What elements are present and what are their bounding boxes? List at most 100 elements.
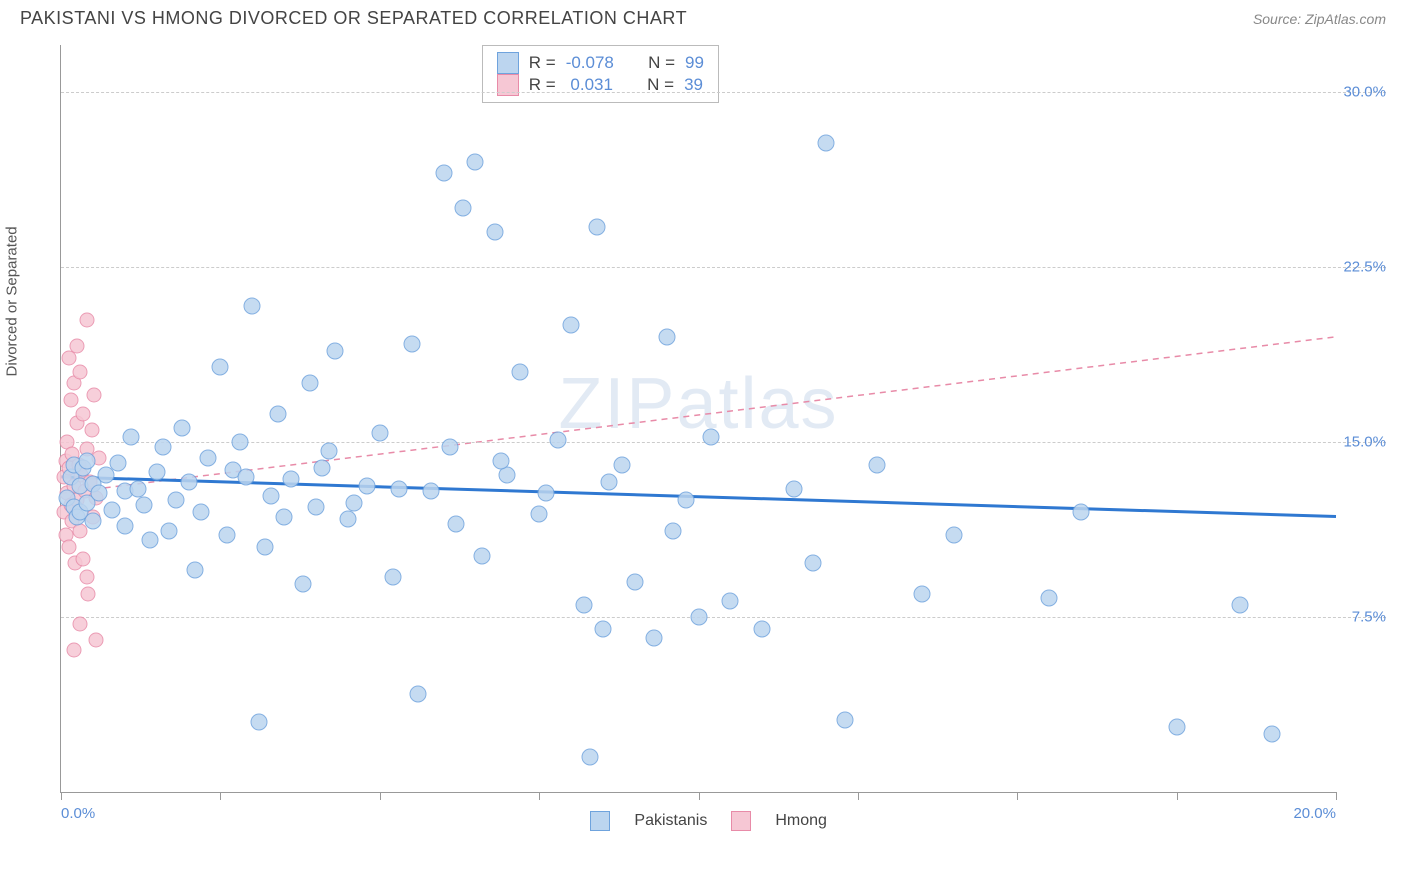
scatter-point-pakistanis	[308, 499, 325, 516]
scatter-point-pakistanis	[295, 576, 312, 593]
scatter-point-pakistanis	[512, 363, 529, 380]
plot-area: ZIPatlas R = -0.078 N = 99 R = 0.031 N =…	[60, 45, 1336, 793]
legend-label-hmong: Hmong	[775, 812, 827, 830]
xtick-label: 20.0%	[1293, 805, 1336, 822]
scatter-point-pakistanis	[244, 298, 261, 315]
scatter-point-pakistanis	[575, 597, 592, 614]
scatter-point-pakistanis	[550, 431, 567, 448]
scatter-point-pakistanis	[155, 438, 172, 455]
scatter-point-pakistanis	[422, 482, 439, 499]
scatter-point-pakistanis	[384, 569, 401, 586]
scatter-point-pakistanis	[390, 480, 407, 497]
scatter-point-pakistanis	[531, 506, 548, 523]
scatter-point-pakistanis	[167, 492, 184, 509]
scatter-point-pakistanis	[473, 548, 490, 565]
scatter-point-hmong	[76, 406, 91, 421]
scatter-point-pakistanis	[327, 342, 344, 359]
scatter-point-pakistanis	[263, 487, 280, 504]
xtick	[539, 792, 540, 800]
scatter-point-pakistanis	[594, 620, 611, 637]
trend-line-hmong	[61, 337, 1336, 493]
scatter-point-pakistanis	[142, 531, 159, 548]
scatter-point-pakistanis	[257, 538, 274, 555]
xtick	[699, 792, 700, 800]
scatter-point-pakistanis	[537, 485, 554, 502]
scatter-point-pakistanis	[467, 153, 484, 170]
legend-swatch-pakistanis	[590, 811, 610, 831]
scatter-point-pakistanis	[869, 457, 886, 474]
scatter-point-pakistanis	[410, 685, 427, 702]
gridline-h	[61, 617, 1386, 618]
scatter-point-pakistanis	[754, 620, 771, 637]
scatter-point-pakistanis	[563, 317, 580, 334]
scatter-point-pakistanis	[110, 454, 127, 471]
swatch-pakistanis	[497, 52, 519, 74]
scatter-point-pakistanis	[161, 522, 178, 539]
xtick	[858, 792, 859, 800]
scatter-point-pakistanis	[454, 200, 471, 217]
scatter-point-pakistanis	[371, 424, 388, 441]
scatter-point-pakistanis	[218, 527, 235, 544]
scatter-point-hmong	[76, 551, 91, 566]
source-value: ZipAtlas.com	[1305, 11, 1386, 27]
scatter-point-pakistanis	[403, 335, 420, 352]
scatter-point-pakistanis	[588, 219, 605, 236]
scatter-point-pakistanis	[492, 452, 509, 469]
scatter-point-pakistanis	[601, 473, 618, 490]
scatter-point-pakistanis	[448, 515, 465, 532]
trend-line-pakistanis	[61, 477, 1336, 517]
scatter-point-hmong	[79, 313, 94, 328]
legend-swatch-hmong	[731, 811, 751, 831]
scatter-point-pakistanis	[722, 592, 739, 609]
watermark-bold: ZIP	[558, 364, 676, 444]
n-value-pakistanis: 99	[685, 53, 704, 73]
scatter-point-pakistanis	[1073, 503, 1090, 520]
scatter-point-hmong	[63, 392, 78, 407]
ytick-label: 22.5%	[1337, 258, 1386, 275]
scatter-point-pakistanis	[677, 492, 694, 509]
scatter-point-pakistanis	[339, 510, 356, 527]
scatter-point-hmong	[89, 633, 104, 648]
xtick	[1017, 792, 1018, 800]
scatter-point-pakistanis	[193, 503, 210, 520]
gridline-h	[61, 442, 1386, 443]
chart-header: PAKISTANI VS HMONG DIVORCED OR SEPARATED…	[0, 0, 1406, 33]
xtick	[220, 792, 221, 800]
r-value-pakistanis: -0.078	[566, 53, 614, 73]
xtick	[1336, 792, 1337, 800]
scatter-point-pakistanis	[582, 748, 599, 765]
scatter-point-pakistanis	[435, 165, 452, 182]
scatter-point-hmong	[66, 642, 81, 657]
chart-title: PAKISTANI VS HMONG DIVORCED OR SEPARATED…	[20, 8, 687, 29]
scatter-point-pakistanis	[1168, 718, 1185, 735]
ytick-label: 30.0%	[1337, 83, 1386, 100]
scatter-point-pakistanis	[805, 555, 822, 572]
scatter-point-pakistanis	[237, 468, 254, 485]
scatter-point-hmong	[69, 339, 84, 354]
ytick-label: 7.5%	[1346, 608, 1386, 625]
scatter-point-pakistanis	[837, 711, 854, 728]
scatter-point-pakistanis	[786, 480, 803, 497]
scatter-point-pakistanis	[346, 494, 363, 511]
scatter-point-pakistanis	[441, 438, 458, 455]
scatter-point-pakistanis	[276, 508, 293, 525]
gridline-h	[61, 92, 1386, 93]
scatter-point-pakistanis	[186, 562, 203, 579]
xtick	[61, 792, 62, 800]
scatter-point-pakistanis	[78, 452, 95, 469]
scatter-point-pakistanis	[1041, 590, 1058, 607]
scatter-point-pakistanis	[174, 419, 191, 436]
swatch-hmong	[497, 74, 519, 96]
scatter-point-pakistanis	[301, 375, 318, 392]
scatter-point-pakistanis	[658, 328, 675, 345]
scatter-point-pakistanis	[84, 513, 101, 530]
scatter-point-pakistanis	[1264, 725, 1281, 742]
scatter-point-hmong	[87, 388, 102, 403]
series-legend: Pakistanis Hmong	[590, 811, 827, 831]
scatter-point-pakistanis	[665, 522, 682, 539]
scatter-point-pakistanis	[123, 429, 140, 446]
scatter-point-pakistanis	[703, 429, 720, 446]
scatter-point-pakistanis	[104, 501, 121, 518]
scatter-point-pakistanis	[690, 608, 707, 625]
chart-source: Source: ZipAtlas.com	[1253, 11, 1386, 27]
